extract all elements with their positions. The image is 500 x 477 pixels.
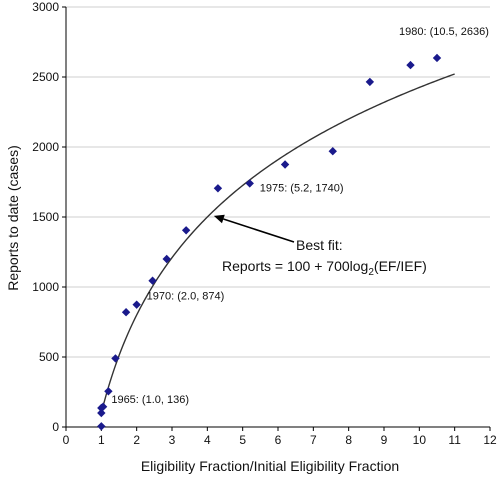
x-tick-label: 5 — [239, 433, 246, 447]
data-point — [121, 308, 131, 317]
x-tick-label: 7 — [310, 433, 317, 447]
x-tick-label: 8 — [345, 433, 352, 447]
data-point — [432, 53, 442, 63]
y-tick-label: 0 — [52, 420, 59, 434]
grid-lines — [66, 6, 490, 358]
best-fit-equation: Reports = 100 + 700log2(EF/IEF) — [222, 258, 427, 278]
point-annotation: 1965: (1.0, 136) — [111, 394, 189, 406]
x-tick-label: 9 — [381, 433, 388, 447]
axes — [62, 6, 491, 431]
x-tick-label: 0 — [63, 433, 70, 447]
data-point — [365, 77, 375, 87]
y-axis-title: Reports to date (cases) — [5, 145, 21, 291]
y-tick-label: 1500 — [32, 210, 59, 224]
x-tick-label: 12 — [483, 433, 497, 447]
data-point — [280, 160, 290, 169]
y-tick-label: 2000 — [32, 140, 59, 154]
data-point — [245, 179, 254, 188]
data-point — [97, 422, 106, 431]
point-annotation: 1975: (5.2, 1740) — [260, 182, 344, 194]
best-fit-arrowhead — [213, 214, 225, 224]
y-tick-label: 3000 — [32, 0, 59, 14]
data-point — [104, 387, 113, 396]
x-axis-title: Eligibility Fraction/Initial Eligibility… — [141, 458, 399, 474]
data-point — [213, 184, 223, 193]
data-point — [328, 147, 337, 156]
data-point — [162, 254, 171, 264]
best-fit-arrow — [223, 218, 295, 243]
x-tick-label: 11 — [448, 433, 461, 447]
data-point — [181, 226, 191, 235]
data-point — [97, 408, 106, 418]
best-fit-curve — [100, 73, 455, 414]
x-tick-label: 1 — [98, 433, 105, 447]
y-tick-label: 1000 — [32, 280, 59, 294]
x-tick-label: 3 — [169, 433, 176, 447]
point-annotation: 1970: (2.0, 874) — [147, 291, 225, 303]
best-fit-label: Best fit: Reports = 100 + 700log2(EF/IEF… — [213, 214, 427, 278]
x-tick-label: 6 — [275, 433, 282, 447]
y-tick-label: 2500 — [32, 70, 59, 84]
best-fit-title: Best fit: — [296, 237, 343, 253]
data-points — [97, 53, 442, 431]
data-point — [148, 276, 157, 285]
data-point — [111, 354, 120, 363]
data-point — [406, 60, 415, 70]
x-tick-label: 4 — [204, 433, 211, 447]
point-annotations: 1965: (1.0, 136) 1970: (2.0, 874) 1975: (5… — [111, 26, 489, 406]
data-point — [98, 402, 108, 411]
y-tick-label: 500 — [39, 350, 59, 364]
x-tick-label: 2 — [133, 433, 140, 447]
point-annotation: 1980: (10.5, 2636) — [399, 26, 489, 38]
data-point — [132, 300, 141, 309]
x-tick-label: 10 — [413, 433, 427, 447]
